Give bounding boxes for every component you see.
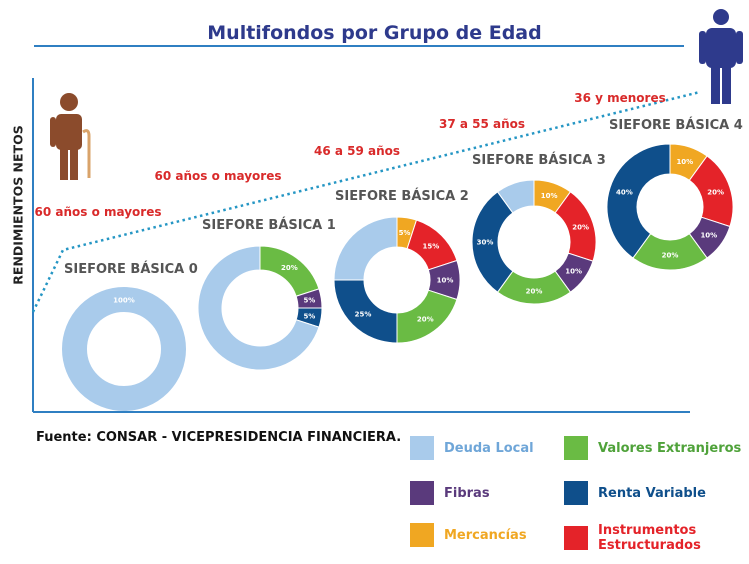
- siefore-2-title: SIEFORE BÁSICA 2: [335, 188, 469, 204]
- donut-4-label-renta-variable: 40%: [616, 189, 633, 197]
- donut-4-label-instrumentos-estructurados: 20%: [707, 189, 724, 197]
- siefore-4-title: SIEFORE BÁSICA 4: [609, 117, 743, 133]
- trend-line: [31, 90, 701, 313]
- donut-3-label-fibras: 10%: [565, 267, 582, 275]
- legend-item-mercancias: Mercancías: [410, 523, 527, 547]
- legend-swatch: [564, 436, 588, 460]
- donut-2-slice-deuda-local: [333, 216, 398, 281]
- donut-1-label-valores-extranjeros: 20%: [281, 264, 298, 272]
- donut-3-label-valores-extranjeros: 20%: [526, 288, 543, 296]
- siefore-0-title: SIEFORE BÁSICA 0: [64, 261, 198, 277]
- legend-label: Instrumentos Estructurados: [598, 523, 701, 553]
- siefore-3-title: SIEFORE BÁSICA 3: [472, 152, 606, 168]
- donut-4-slice-renta-variable: [606, 143, 671, 259]
- donut-3-label-renta-variable: 30%: [477, 239, 494, 247]
- donut-0-slice-deuda-local: [62, 287, 186, 411]
- age-group-0-label: 60 años o mayores: [34, 205, 161, 219]
- age-group-1-label: 60 años o mayores: [154, 169, 281, 183]
- legend-label: Valores Extranjeros: [598, 440, 742, 456]
- legend-swatch: [564, 526, 588, 550]
- legend-item-fibras: Fibras: [410, 481, 490, 505]
- legend-item-instrumentos-estructurados: Instrumentos Estructurados: [564, 523, 701, 553]
- donut-1-label-renta-variable: 5%: [303, 312, 315, 320]
- age-group-2-label: 46 a 59 años: [314, 144, 400, 158]
- siefore-1-title: SIEFORE BÁSICA 1: [202, 217, 336, 233]
- donut-3-slice-deuda-local: [496, 179, 535, 214]
- donut-3-label-instrumentos-estructurados: 20%: [572, 223, 589, 231]
- legend-swatch: [410, 481, 434, 505]
- legend-item-renta-variable: Renta Variable: [564, 481, 706, 505]
- age-group-4-label: 36 y menores: [574, 91, 666, 105]
- donut-4-label-fibras: 10%: [700, 232, 717, 240]
- donut-2-label-mercancias: 5%: [399, 229, 411, 237]
- legend-item-valores-extranjeros: Valores Extranjeros: [564, 436, 741, 460]
- legend-swatch: [410, 436, 434, 460]
- source-note: Fuente: CONSAR - VICEPRESIDENCIA FINANCI…: [36, 430, 402, 445]
- legend-label: Mercancías: [444, 527, 527, 543]
- donut-2-label-fibras: 10%: [437, 277, 454, 285]
- person-icon: [699, 9, 743, 104]
- donut-1-label-fibras: 5%: [303, 297, 315, 305]
- donut-4-label-valores-extranjeros: 20%: [662, 252, 679, 260]
- donut-0-label-deuda-local: 100%: [113, 297, 135, 305]
- title-underline: [34, 45, 684, 47]
- legend-swatch: [410, 523, 434, 547]
- legend-label: Fibras: [444, 485, 490, 501]
- donut-2-label-renta-variable: 25%: [355, 310, 372, 318]
- donut-2-label-valores-extranjeros: 20%: [417, 315, 434, 323]
- donut-3-label-mercancias: 10%: [541, 192, 558, 200]
- donut-2-label-instrumentos-estructurados: 15%: [423, 243, 440, 251]
- donut-1-slice-deuda-local: [197, 245, 320, 371]
- old-person-with-cane-icon: [50, 93, 91, 180]
- legend-item-deuda-local: Deuda Local: [410, 436, 534, 460]
- legend-label: Deuda Local: [444, 440, 534, 456]
- donut-4-label-mercancias: 10%: [676, 158, 693, 166]
- age-group-3-label: 37 a 55 años: [439, 117, 525, 131]
- chart-title: Multifondos por Grupo de Edad: [207, 22, 542, 44]
- legend-label: Renta Variable: [598, 485, 706, 501]
- legend-swatch: [564, 481, 588, 505]
